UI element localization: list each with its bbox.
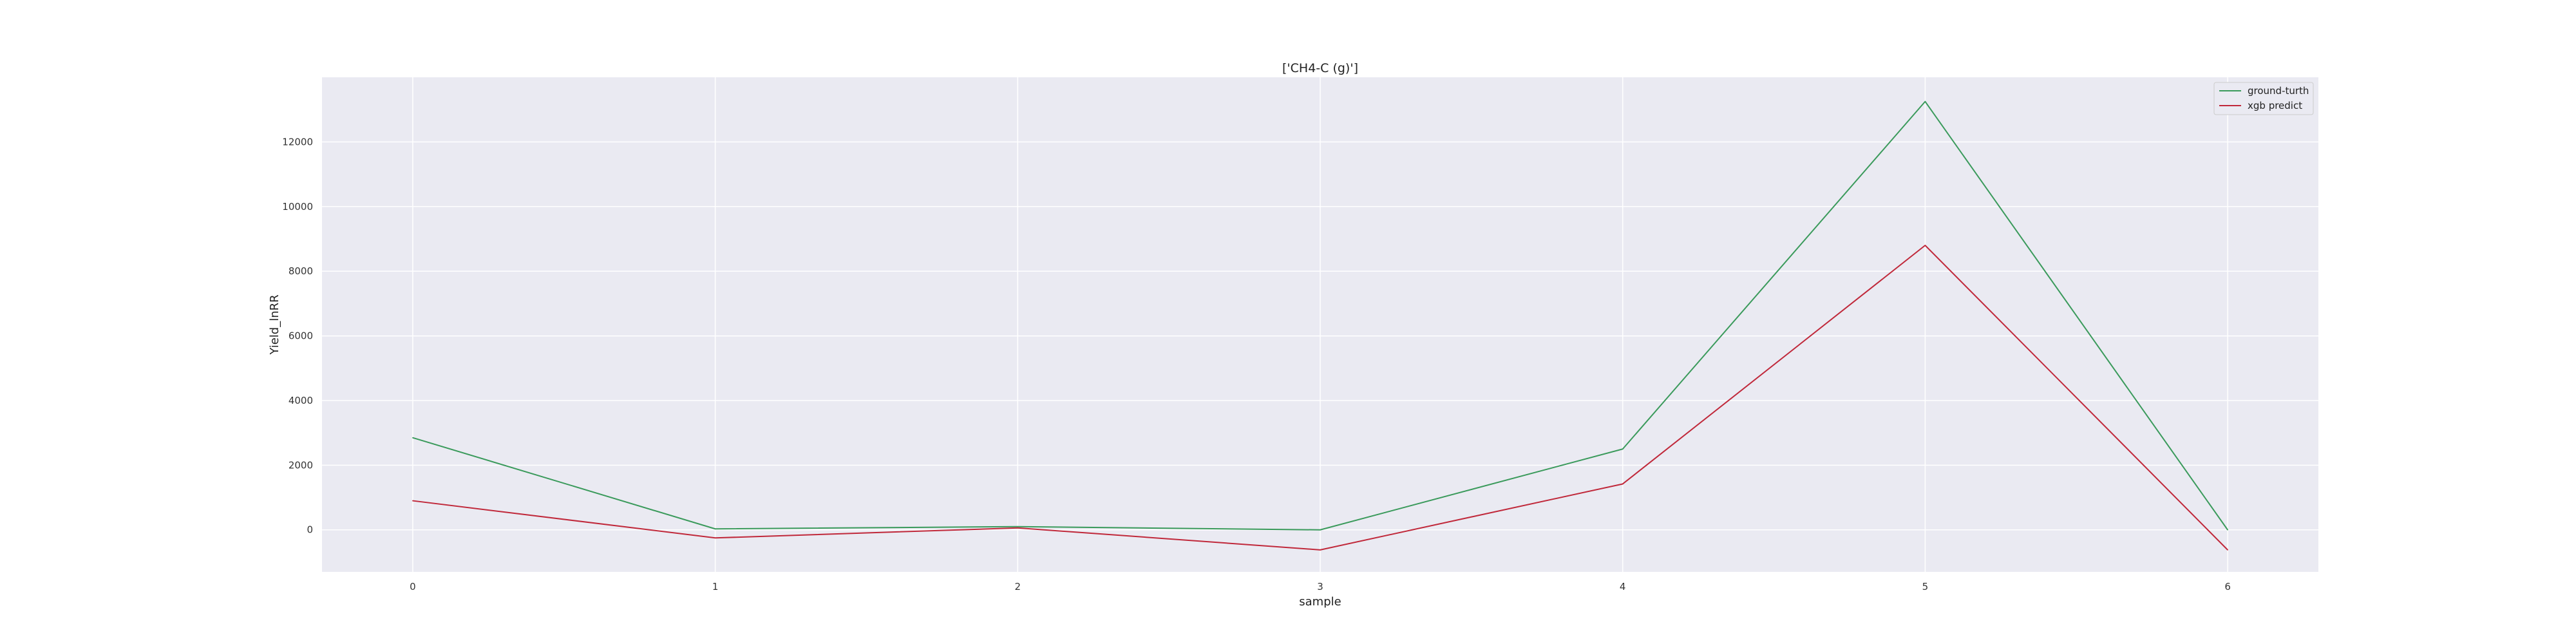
y-tick-label: 12000 <box>282 136 313 147</box>
x-tick-label: 1 <box>712 581 719 592</box>
y-tick-label: 4000 <box>289 395 313 406</box>
data-point-xgb-predict <box>1924 245 1926 246</box>
x-tick-label: 3 <box>1317 581 1323 592</box>
data-point-xgb-predict <box>1017 527 1019 529</box>
data-point-ground-turth <box>2227 529 2228 531</box>
data-point-ground-turth <box>714 528 716 530</box>
tick-labels: 0 1 2 3 4 5 6 0 2000 4000 6000 8000 10000 12000 <box>282 136 2231 592</box>
data-point-ground-turth <box>1924 100 1926 102</box>
data-point-ground-turth <box>1622 448 1624 450</box>
data-point-ground-turth <box>412 437 413 439</box>
chart-title: ['CH4-C (g)'] <box>1282 61 1358 75</box>
y-tick-label: 8000 <box>289 265 313 277</box>
data-point-xgb-predict <box>1320 549 1321 551</box>
data-point-xgb-predict <box>1622 483 1624 485</box>
y-tick-label: 6000 <box>289 330 313 342</box>
x-tick-label: 4 <box>1620 581 1626 592</box>
legend-label-xgb-predict: xgb predict <box>2248 100 2302 111</box>
data-point-ground-turth <box>1017 526 1019 527</box>
x-tick-label: 5 <box>1922 581 1929 592</box>
y-tick-label: 0 <box>307 524 313 536</box>
y-tick-label: 10000 <box>282 201 313 213</box>
x-tick-label: 2 <box>1015 581 1021 592</box>
data-point-xgb-predict <box>412 500 413 502</box>
x-tick-label: 0 <box>410 581 416 592</box>
y-axis-label: Yield_lnRR <box>268 294 281 355</box>
data-point-ground-turth <box>1320 529 1321 531</box>
x-axis-label: sample <box>1299 595 1341 609</box>
legend: ground-turth xgb predict <box>2213 82 2314 115</box>
data-point-xgb-predict <box>714 537 716 539</box>
data-point-xgb-predict <box>2227 549 2228 551</box>
series-lines <box>412 100 2228 551</box>
x-tick-label: 6 <box>2224 581 2231 592</box>
legend-label-ground-turth: ground-turth <box>2248 85 2309 97</box>
y-tick-label: 2000 <box>289 459 313 471</box>
